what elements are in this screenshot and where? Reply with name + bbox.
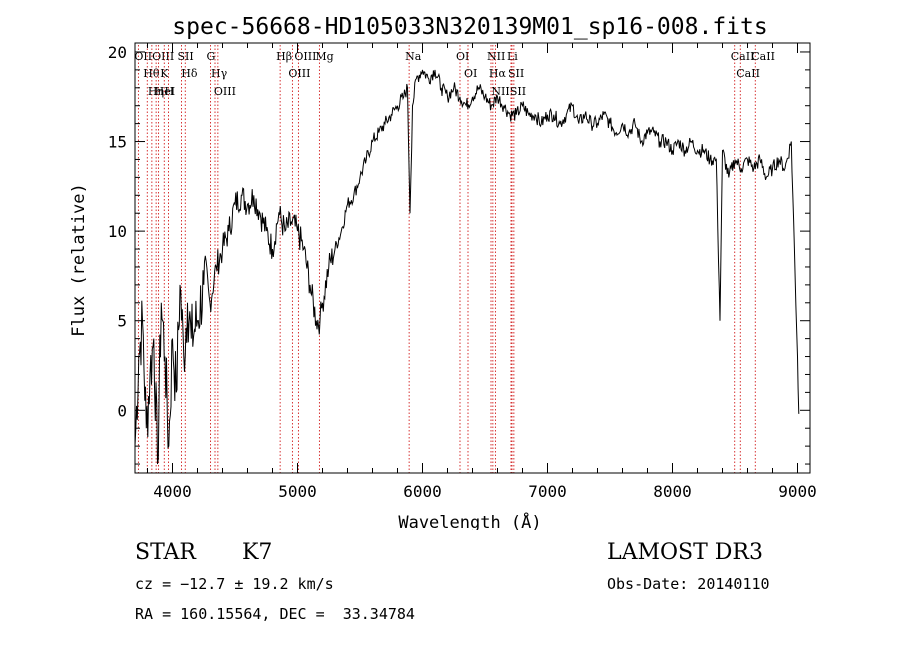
- spectral-line-label: G: [207, 50, 216, 63]
- spectral-line-label: OIII: [214, 85, 236, 98]
- spectral-line-markers: OIIHθHηOIIIHeIKHSIIHδGHγOIIIHβOIIIOIIIMg…: [134, 45, 775, 473]
- plot-frame: [134, 42, 811, 474]
- spectral-line-label: OIII: [152, 50, 174, 63]
- spectral-line-label: H: [165, 85, 175, 98]
- coordinates: RA = 160.15564, DEC = 33.34784: [135, 605, 415, 623]
- y-axis-label: Flux (relative): [69, 183, 89, 337]
- spectral-line-label: NII: [491, 85, 509, 98]
- spectral-line-label: CaII: [736, 67, 760, 80]
- x-tick-label: 7000: [528, 482, 567, 501]
- spectral-line-label: Hα: [489, 67, 507, 80]
- x-tick-label: 8000: [653, 482, 692, 501]
- spectral-line-label: OIII: [288, 67, 310, 80]
- chart-title: spec-56668-HD105033N320139M01_sp16-008.f…: [172, 14, 767, 40]
- spectral-line-label: Hγ: [211, 67, 228, 80]
- spectral-line-label: NII: [487, 50, 505, 63]
- object-type: STAR: [135, 540, 196, 565]
- subclass: K7: [242, 540, 273, 565]
- spectral-line-label: Li: [507, 50, 518, 63]
- spectral-line-label: Hδ: [181, 67, 198, 80]
- spectral-line-label: Na: [405, 50, 422, 63]
- x-tick-label: 9000: [778, 482, 817, 501]
- y-tick-label: 20: [108, 43, 127, 62]
- y-tick-label: 15: [108, 133, 127, 152]
- spectral-line-label: CaII: [731, 50, 755, 63]
- x-tick-label: 6000: [403, 482, 442, 501]
- spectral-line-label: K: [160, 67, 169, 80]
- redshift-cz: cz = −12.7 ± 19.2 km/s: [135, 575, 334, 593]
- spectrum-chart: spec-56668-HD105033N320139M01_sp16-008.f…: [69, 14, 817, 530]
- x-tick-label: 5000: [278, 482, 317, 501]
- spectral-line-label: CaII: [751, 50, 775, 63]
- y-tick-label: 5: [117, 312, 127, 331]
- spectral-line-label: Mg: [315, 50, 333, 63]
- spectral-line-label: HeI: [155, 85, 175, 98]
- spectral-line-label: OI: [464, 67, 477, 80]
- axis-ticks: 4000 5000 6000 7000 8000 9000 0 5 10 15 20: [108, 43, 817, 501]
- spectral-line-label: OIII: [294, 50, 316, 63]
- x-tick-label: 4000: [153, 482, 192, 501]
- obs-date: Obs-Date: 20140110: [607, 575, 770, 593]
- spectrum-line: [134, 69, 800, 465]
- survey-name: LAMOST DR3: [607, 540, 763, 565]
- spectral-line-label: Hβ: [276, 50, 292, 63]
- spectral-line-label: SII: [508, 67, 524, 80]
- x-axis-label: Wavelength (Å): [398, 511, 541, 530]
- spectral-line-label: OI: [456, 50, 469, 63]
- y-tick-label: 10: [108, 222, 127, 241]
- spectral-line-label: OII: [134, 50, 152, 63]
- spectral-line-label: SII: [510, 85, 526, 98]
- y-tick-label: 0: [117, 401, 127, 420]
